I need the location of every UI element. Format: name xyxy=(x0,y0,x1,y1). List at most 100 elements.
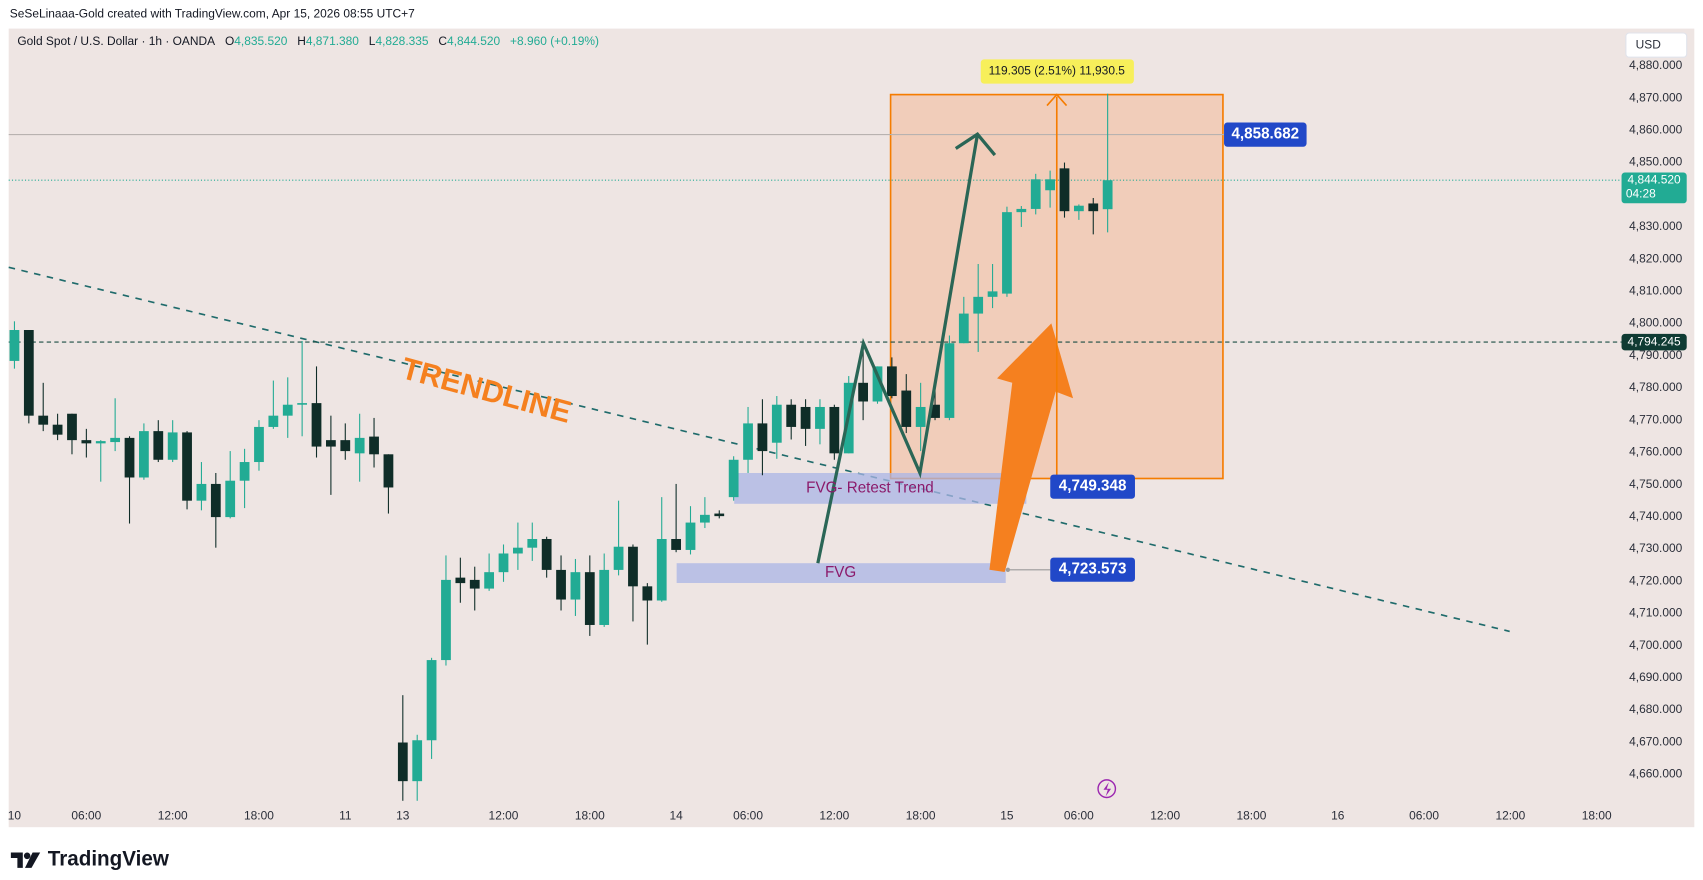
candle-body xyxy=(1002,212,1012,294)
candle-body xyxy=(685,522,696,550)
candle-body xyxy=(311,403,322,447)
y-tick-label: 4,830.000 xyxy=(1629,219,1682,233)
alert-icon xyxy=(1103,782,1112,797)
candle-body xyxy=(239,462,250,481)
candle-body xyxy=(599,569,610,625)
price-tag xyxy=(1621,172,1687,204)
y-tick-label: 4,810.000 xyxy=(1629,283,1682,297)
currency: USD xyxy=(1636,37,1662,51)
ohlc-value: 4,871.380 xyxy=(306,34,359,48)
ohlc-key: H xyxy=(297,34,306,48)
x-tick-label: 12:00 xyxy=(819,808,849,822)
candle-body xyxy=(656,538,667,601)
candle-body xyxy=(1016,208,1027,213)
x-tick-label: 14 xyxy=(669,808,683,822)
candle-body xyxy=(110,437,121,443)
candle-body xyxy=(771,404,782,443)
price-tag xyxy=(1050,557,1135,582)
candle-body xyxy=(484,572,495,589)
x-tick-label: 06:00 xyxy=(1409,808,1439,822)
candle-body xyxy=(872,366,883,402)
candle-body xyxy=(944,343,955,418)
candle-body xyxy=(397,742,408,782)
candle-body xyxy=(1102,180,1113,210)
chart-title: Gold Spot / U.S. Dollar · 1h · OANDA xyxy=(17,34,215,48)
candle-body xyxy=(124,437,135,478)
candle-body xyxy=(297,403,308,405)
candle-body xyxy=(1045,179,1055,191)
candle-body xyxy=(527,538,538,548)
candle-body xyxy=(441,579,451,661)
candle-body xyxy=(743,423,753,460)
credit: SeSeLinaaa-Gold created with TradingView… xyxy=(10,6,415,20)
candle-body xyxy=(498,553,509,573)
candle-body xyxy=(153,431,164,460)
candle-body xyxy=(1088,203,1099,212)
x-tick-label: 18:00 xyxy=(906,808,936,822)
brand: TradingView xyxy=(48,848,170,871)
candle-body xyxy=(829,406,840,454)
x-tick-label: 18:00 xyxy=(244,808,274,822)
currency-button[interactable] xyxy=(1625,32,1688,58)
connector-dot xyxy=(1005,567,1011,572)
x-tick-label: 11 xyxy=(339,808,352,822)
y-tick-label: 4,750.000 xyxy=(1629,477,1682,491)
x-tick-label: 18:00 xyxy=(1237,808,1267,822)
candle-body xyxy=(699,514,710,523)
price-tag xyxy=(1050,474,1135,499)
plot: 4,660.000 4,670.000 4,680.000 4,690.000 4,70… xyxy=(8,58,1687,822)
x-tick-label: 12:00 xyxy=(1150,808,1180,822)
x-tick-label: 12:00 xyxy=(1495,808,1525,822)
x-tick-label: 06:00 xyxy=(1064,808,1094,822)
fvg-label: FVG xyxy=(825,564,856,581)
candle-body xyxy=(973,296,984,314)
ohlc-value: 4,828.335 xyxy=(375,34,428,48)
candle-body xyxy=(987,291,998,297)
candle-body xyxy=(412,740,423,782)
y-tick-label: 4,740.000 xyxy=(1629,509,1682,523)
candle-body xyxy=(570,572,581,600)
candle-body xyxy=(426,660,437,741)
price-tag-label: 4,723.573 xyxy=(1059,561,1127,578)
change: +8.960 (+0.19%) xyxy=(510,34,599,48)
candle-body xyxy=(354,437,365,454)
candle-body xyxy=(282,404,293,416)
ohlc-key: C xyxy=(438,34,447,48)
candle-body xyxy=(67,413,77,441)
wave-arrow xyxy=(816,133,980,564)
candle-body xyxy=(556,569,566,600)
y-tick-label: 4,730.000 xyxy=(1629,541,1682,555)
candle-body xyxy=(858,382,868,402)
countdown: 04:28 xyxy=(1626,187,1656,201)
ohlc-value: 4,844.520 xyxy=(447,34,500,48)
price-tag-label: 4,844.520 xyxy=(1628,172,1681,186)
candle-body xyxy=(1059,168,1070,212)
candle-body xyxy=(254,426,264,463)
candle-body xyxy=(38,415,49,425)
y-tick-label: 4,670.000 xyxy=(1629,734,1682,748)
fvg-zone xyxy=(734,473,1027,504)
y-tick-label: 4,790.000 xyxy=(1629,348,1682,362)
candle-body xyxy=(930,404,940,418)
y-tick-label: 4,870.000 xyxy=(1629,90,1682,104)
candle-body xyxy=(728,459,739,498)
candle-body xyxy=(9,330,20,361)
price-tag xyxy=(1621,333,1687,351)
logo-mark xyxy=(10,852,23,868)
candle-body xyxy=(628,546,638,587)
y-tick-label: 4,850.000 xyxy=(1629,155,1682,169)
fvg-zone xyxy=(676,563,1006,583)
candle-body xyxy=(901,390,912,427)
candle-body xyxy=(326,440,336,447)
x-tick-label: 18:00 xyxy=(575,808,605,822)
candle-body xyxy=(613,546,624,570)
x-tick-label: 13 xyxy=(396,808,410,822)
y-tick-label: 4,770.000 xyxy=(1629,412,1682,426)
x-tick-label: 18:00 xyxy=(1582,808,1612,822)
candle-body xyxy=(1073,205,1084,212)
x-tick-label: 06:00 xyxy=(733,808,763,822)
candle-body xyxy=(182,432,192,501)
big-arrow xyxy=(989,323,1074,572)
